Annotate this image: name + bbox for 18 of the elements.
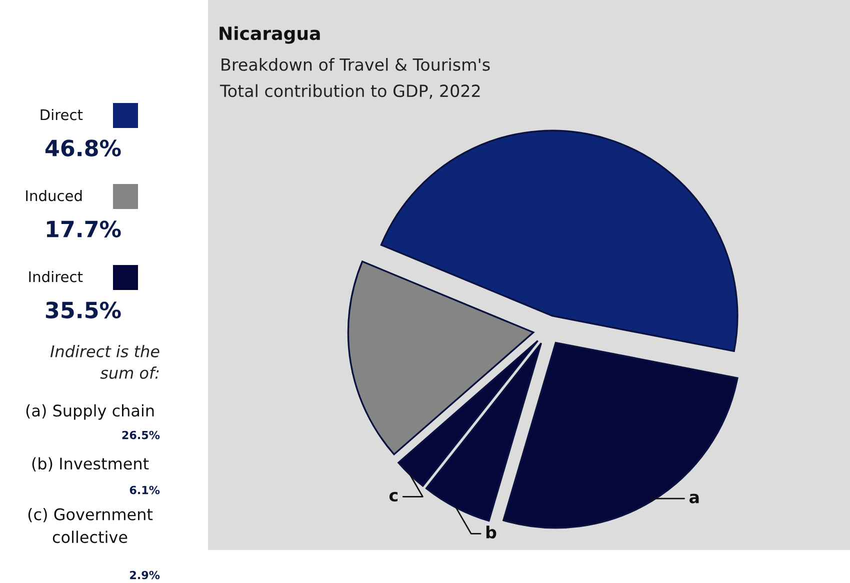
text: Indirect — [29, 270, 83, 282]
text: Indirect is the sum of: — [50, 345, 160, 379]
text: 26.5% — [122, 430, 160, 440]
slice-label: c — [389, 492, 398, 502]
text: 17.7% — [46, 220, 121, 238]
text: 46.8% — [45, 140, 121, 156]
chart-subtitle: Breakdown of Travel & Tourism's Total contribution to GDP, 2022 — [220, 58, 490, 99]
slice-label: b — [486, 526, 496, 539]
legend-label: Induced — [26, 190, 82, 202]
text: 35.5% — [46, 302, 121, 318]
chart-title: Nicaragua — [220, 26, 320, 44]
text: 6.1% — [130, 486, 160, 494]
text: (b) Investment — [32, 457, 149, 472]
legend-label: Direct — [40, 108, 83, 120]
text: (a) Supply chain — [26, 404, 154, 420]
slice-label: a — [689, 494, 699, 504]
text: (c) Government collective — [28, 508, 153, 544]
text: 2.9% — [130, 570, 160, 580]
